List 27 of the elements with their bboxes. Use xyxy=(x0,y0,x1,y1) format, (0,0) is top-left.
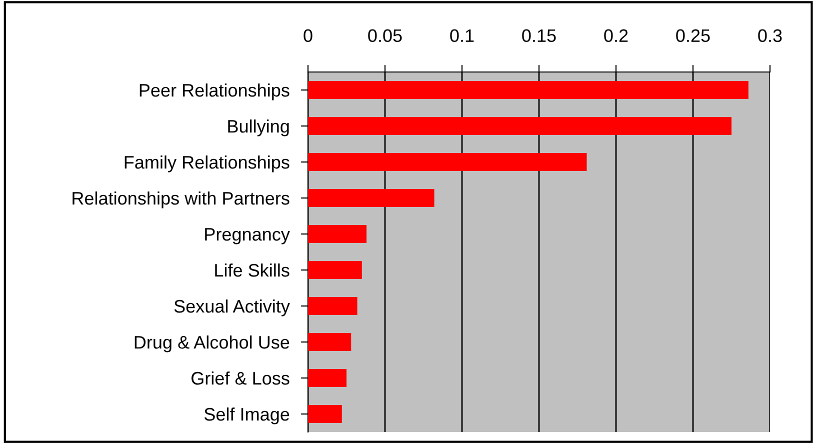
bar xyxy=(308,333,352,351)
bar xyxy=(308,153,587,171)
x-tick-label: 0 xyxy=(304,29,312,42)
y-tick-label: Self Image xyxy=(204,407,290,424)
x-tick-label: 0.1 xyxy=(450,29,474,42)
bar xyxy=(308,405,342,423)
bar xyxy=(308,117,732,135)
bar xyxy=(308,81,748,99)
x-tick-label: 0.3 xyxy=(758,29,782,42)
y-tick-label: Grief & Loss xyxy=(192,371,290,385)
bar xyxy=(308,369,346,387)
x-tick-label: 0.05 xyxy=(368,29,402,42)
y-tick-label: Life Skills xyxy=(215,263,290,277)
x-tick-label: 0.15 xyxy=(522,29,556,42)
x-tick-label: 0.25 xyxy=(676,29,710,42)
y-tick-label: Relationships with Partners xyxy=(72,191,290,208)
y-tick-label: Pregnancy xyxy=(205,228,290,244)
y-tick-label: Peer Relationships xyxy=(140,83,290,100)
y-tick-label: Sexual Activity xyxy=(174,299,290,316)
x-tick-label: 0.2 xyxy=(604,29,628,42)
bar xyxy=(308,261,362,279)
y-tick-label: Bullying xyxy=(228,119,289,136)
bar xyxy=(308,297,358,315)
y-tick-label: Family Relationships xyxy=(124,155,290,172)
y-tick-label: Drug & Alcohol Use xyxy=(134,335,290,352)
bar xyxy=(308,225,367,243)
bar xyxy=(308,189,434,207)
